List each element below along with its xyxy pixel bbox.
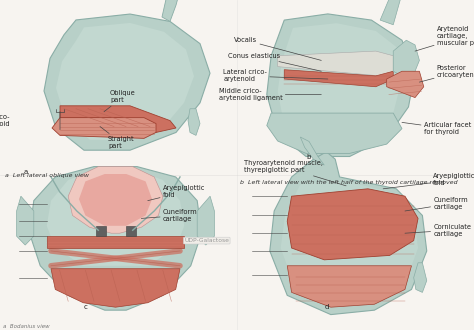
Text: Aryepiglottic
fold: Aryepiglottic fold [383,174,474,189]
Polygon shape [197,196,214,245]
Polygon shape [301,137,324,165]
Polygon shape [47,171,184,266]
Polygon shape [60,106,176,132]
Polygon shape [47,236,184,248]
Text: Straight
part: Straight part [100,126,135,149]
Text: Oblique
part: Oblique part [104,90,136,112]
Text: UDP-Galactose: UDP-Galactose [184,238,229,243]
Text: Middle crico-
arytenoid ligament: Middle crico- arytenoid ligament [219,88,321,101]
Text: Vocalis: Vocalis [234,37,321,60]
Polygon shape [68,167,163,233]
Text: Corniculate
cartilage: Corniculate cartilage [405,224,471,237]
Text: b: b [306,153,310,160]
Polygon shape [79,174,152,226]
Polygon shape [281,180,418,307]
Polygon shape [17,196,34,245]
Bar [126,226,136,236]
Polygon shape [270,152,427,314]
Text: a: a [24,169,28,175]
Text: Conus elasticus: Conus elasticus [228,53,321,71]
Text: Lateral crico-
arytenoid: Lateral crico- arytenoid [223,69,328,82]
Polygon shape [188,109,200,135]
Bar [96,226,106,236]
Text: b  Left lateral view with the left half of the thyroid cartilage removed: b Left lateral view with the left half o… [240,180,457,185]
Text: Cuneiform
cartilage: Cuneiform cartilage [141,209,198,222]
Polygon shape [52,117,156,138]
Polygon shape [287,189,418,260]
Text: Crico-
thyroid: Crico- thyroid [0,114,10,127]
Polygon shape [51,269,180,307]
Polygon shape [284,70,393,87]
Polygon shape [387,71,424,98]
Polygon shape [267,14,415,156]
Text: Thyroarytenoid muscle,
thyrepiglottic part: Thyroarytenoid muscle, thyrepiglottic pa… [244,160,346,186]
Text: Cuneiform
cartilage: Cuneiform cartilage [405,197,468,211]
Polygon shape [278,23,402,150]
Text: d: d [324,304,328,310]
Text: Posterior
cricoarytenoid: Posterior cricoarytenoid [419,65,474,82]
Polygon shape [380,0,402,25]
Text: Articular facet
for thyroid: Articular facet for thyroid [402,122,471,135]
Polygon shape [393,40,419,76]
Polygon shape [414,263,427,292]
Polygon shape [56,23,194,140]
Text: Aryepiglottic
fold: Aryepiglottic fold [148,185,205,201]
Text: Arytenoid
cartilage,
muscular process: Arytenoid cartilage, muscular process [415,26,474,51]
Polygon shape [267,113,402,153]
Polygon shape [287,266,411,307]
Text: a  Left lateral oblique view: a Left lateral oblique view [5,173,89,178]
Polygon shape [278,51,393,76]
Polygon shape [29,167,201,310]
Text: a  Bodanius view: a Bodanius view [3,324,50,329]
Polygon shape [44,14,210,150]
Polygon shape [162,0,180,21]
Text: c: c [83,304,87,310]
